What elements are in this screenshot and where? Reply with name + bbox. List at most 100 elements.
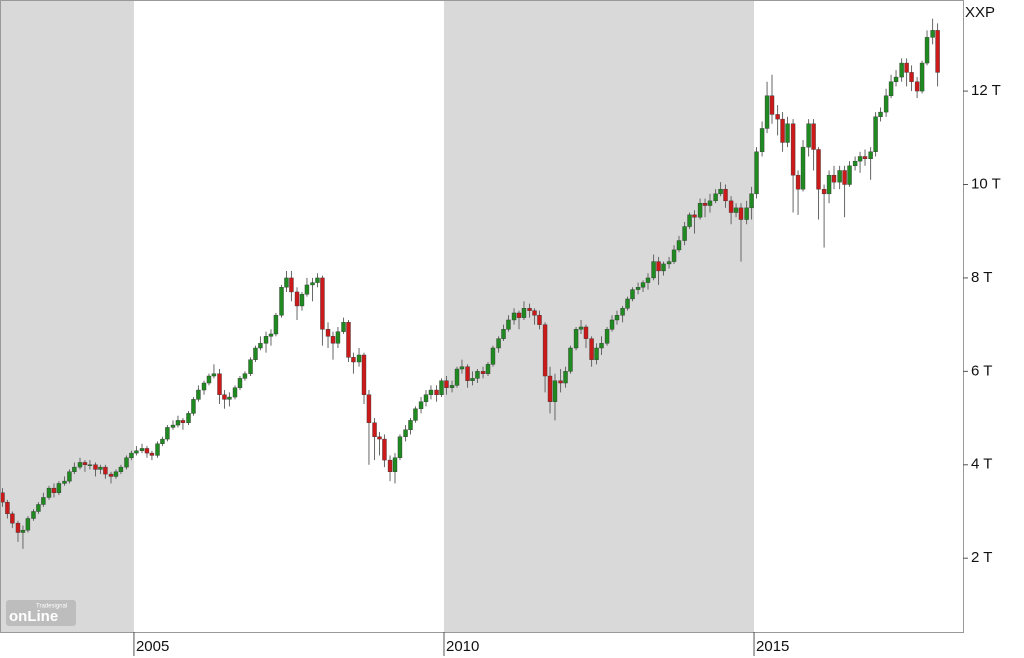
candle-body [527,308,532,311]
candle-body [821,188,827,195]
candle-body [356,354,362,363]
candle-body [134,450,139,454]
period-shade [443,0,755,632]
candle-body [46,487,52,498]
candle-body [640,282,646,288]
candle-body [723,188,728,202]
logo: Tradesignal onLine [6,600,76,626]
candle-body [377,436,382,440]
candle-body [434,389,439,395]
candle-body [320,277,325,330]
candle-body [759,128,765,153]
candle-body [733,207,739,213]
logo-box [6,600,76,626]
candle-body [382,438,387,461]
y-tick-label: 6 T [971,362,992,379]
candle-body [542,324,548,377]
candle-body [325,329,331,337]
candle-body [98,466,103,470]
candle-body [397,436,403,458]
candle-body [444,380,449,388]
candle-body [625,298,630,309]
candle-body [754,151,759,195]
y-tick-label: 8 T [971,269,992,286]
candle-body [77,462,83,468]
candle-body [589,338,594,360]
candle-body [165,427,170,440]
candle-body [661,263,666,272]
candle-body [20,529,26,533]
candle-body [51,487,57,494]
candle-body [501,329,506,339]
candle-body [935,30,940,73]
candle-body [62,480,67,484]
candle-body [175,420,181,426]
candle-body [656,261,661,272]
candle-body [304,284,310,295]
candle-body [273,315,279,335]
candle-body [697,202,703,218]
candle-body [248,359,253,374]
candle-body [930,30,935,38]
candle-body [568,347,573,372]
candle-body [873,116,878,153]
candle-body [635,287,641,290]
candle-body [315,277,320,283]
candle-body [790,123,796,176]
candle-body [594,347,599,360]
candle-body [93,464,98,470]
candle-body [413,408,418,421]
candle-body [537,315,542,325]
candle-body [253,347,258,360]
candle-body [806,123,811,148]
candle-body [470,378,475,381]
candle-body [268,333,274,337]
candle-body [237,378,243,388]
candle-body [604,329,610,344]
candle-body [904,62,909,73]
candle-body [258,343,263,349]
y-tick-label: 10 T [971,175,1001,192]
candle-body [423,394,429,402]
candles-layer [0,18,940,549]
candle-body [795,174,801,190]
candle-body [361,354,367,395]
candle-body [532,310,537,316]
candle-body [87,464,93,466]
candle-body [620,308,625,316]
candle-body [459,366,465,370]
candle-body [645,277,651,283]
candle-body [883,95,889,113]
candle-body [563,371,568,384]
candle-body [878,111,883,117]
candle-body [847,165,852,185]
candle-body [826,174,832,195]
candle-body [310,282,315,286]
candle-body [676,240,682,251]
candle-body [671,249,677,262]
candle-body [775,114,780,120]
candle-body [180,420,186,423]
shading-layer [0,0,755,632]
candle-body [289,277,294,293]
candle-body [124,457,129,468]
logo-big: onLine [9,608,58,625]
candle-body [67,471,72,482]
candle-body [899,62,904,78]
candle-body [496,338,501,349]
candle-body [10,513,15,524]
candle-body [170,424,176,428]
candle-body [888,81,894,96]
candle-body [780,118,785,143]
candle-body [284,277,289,288]
candle-body [299,294,305,307]
candle-body [408,420,413,430]
candle-body [186,413,191,423]
candle-body [718,188,723,195]
candle-body [578,326,584,330]
candle-body [682,226,687,241]
candle-body [583,326,589,339]
candle-body [222,394,227,400]
candle-body [129,452,134,458]
